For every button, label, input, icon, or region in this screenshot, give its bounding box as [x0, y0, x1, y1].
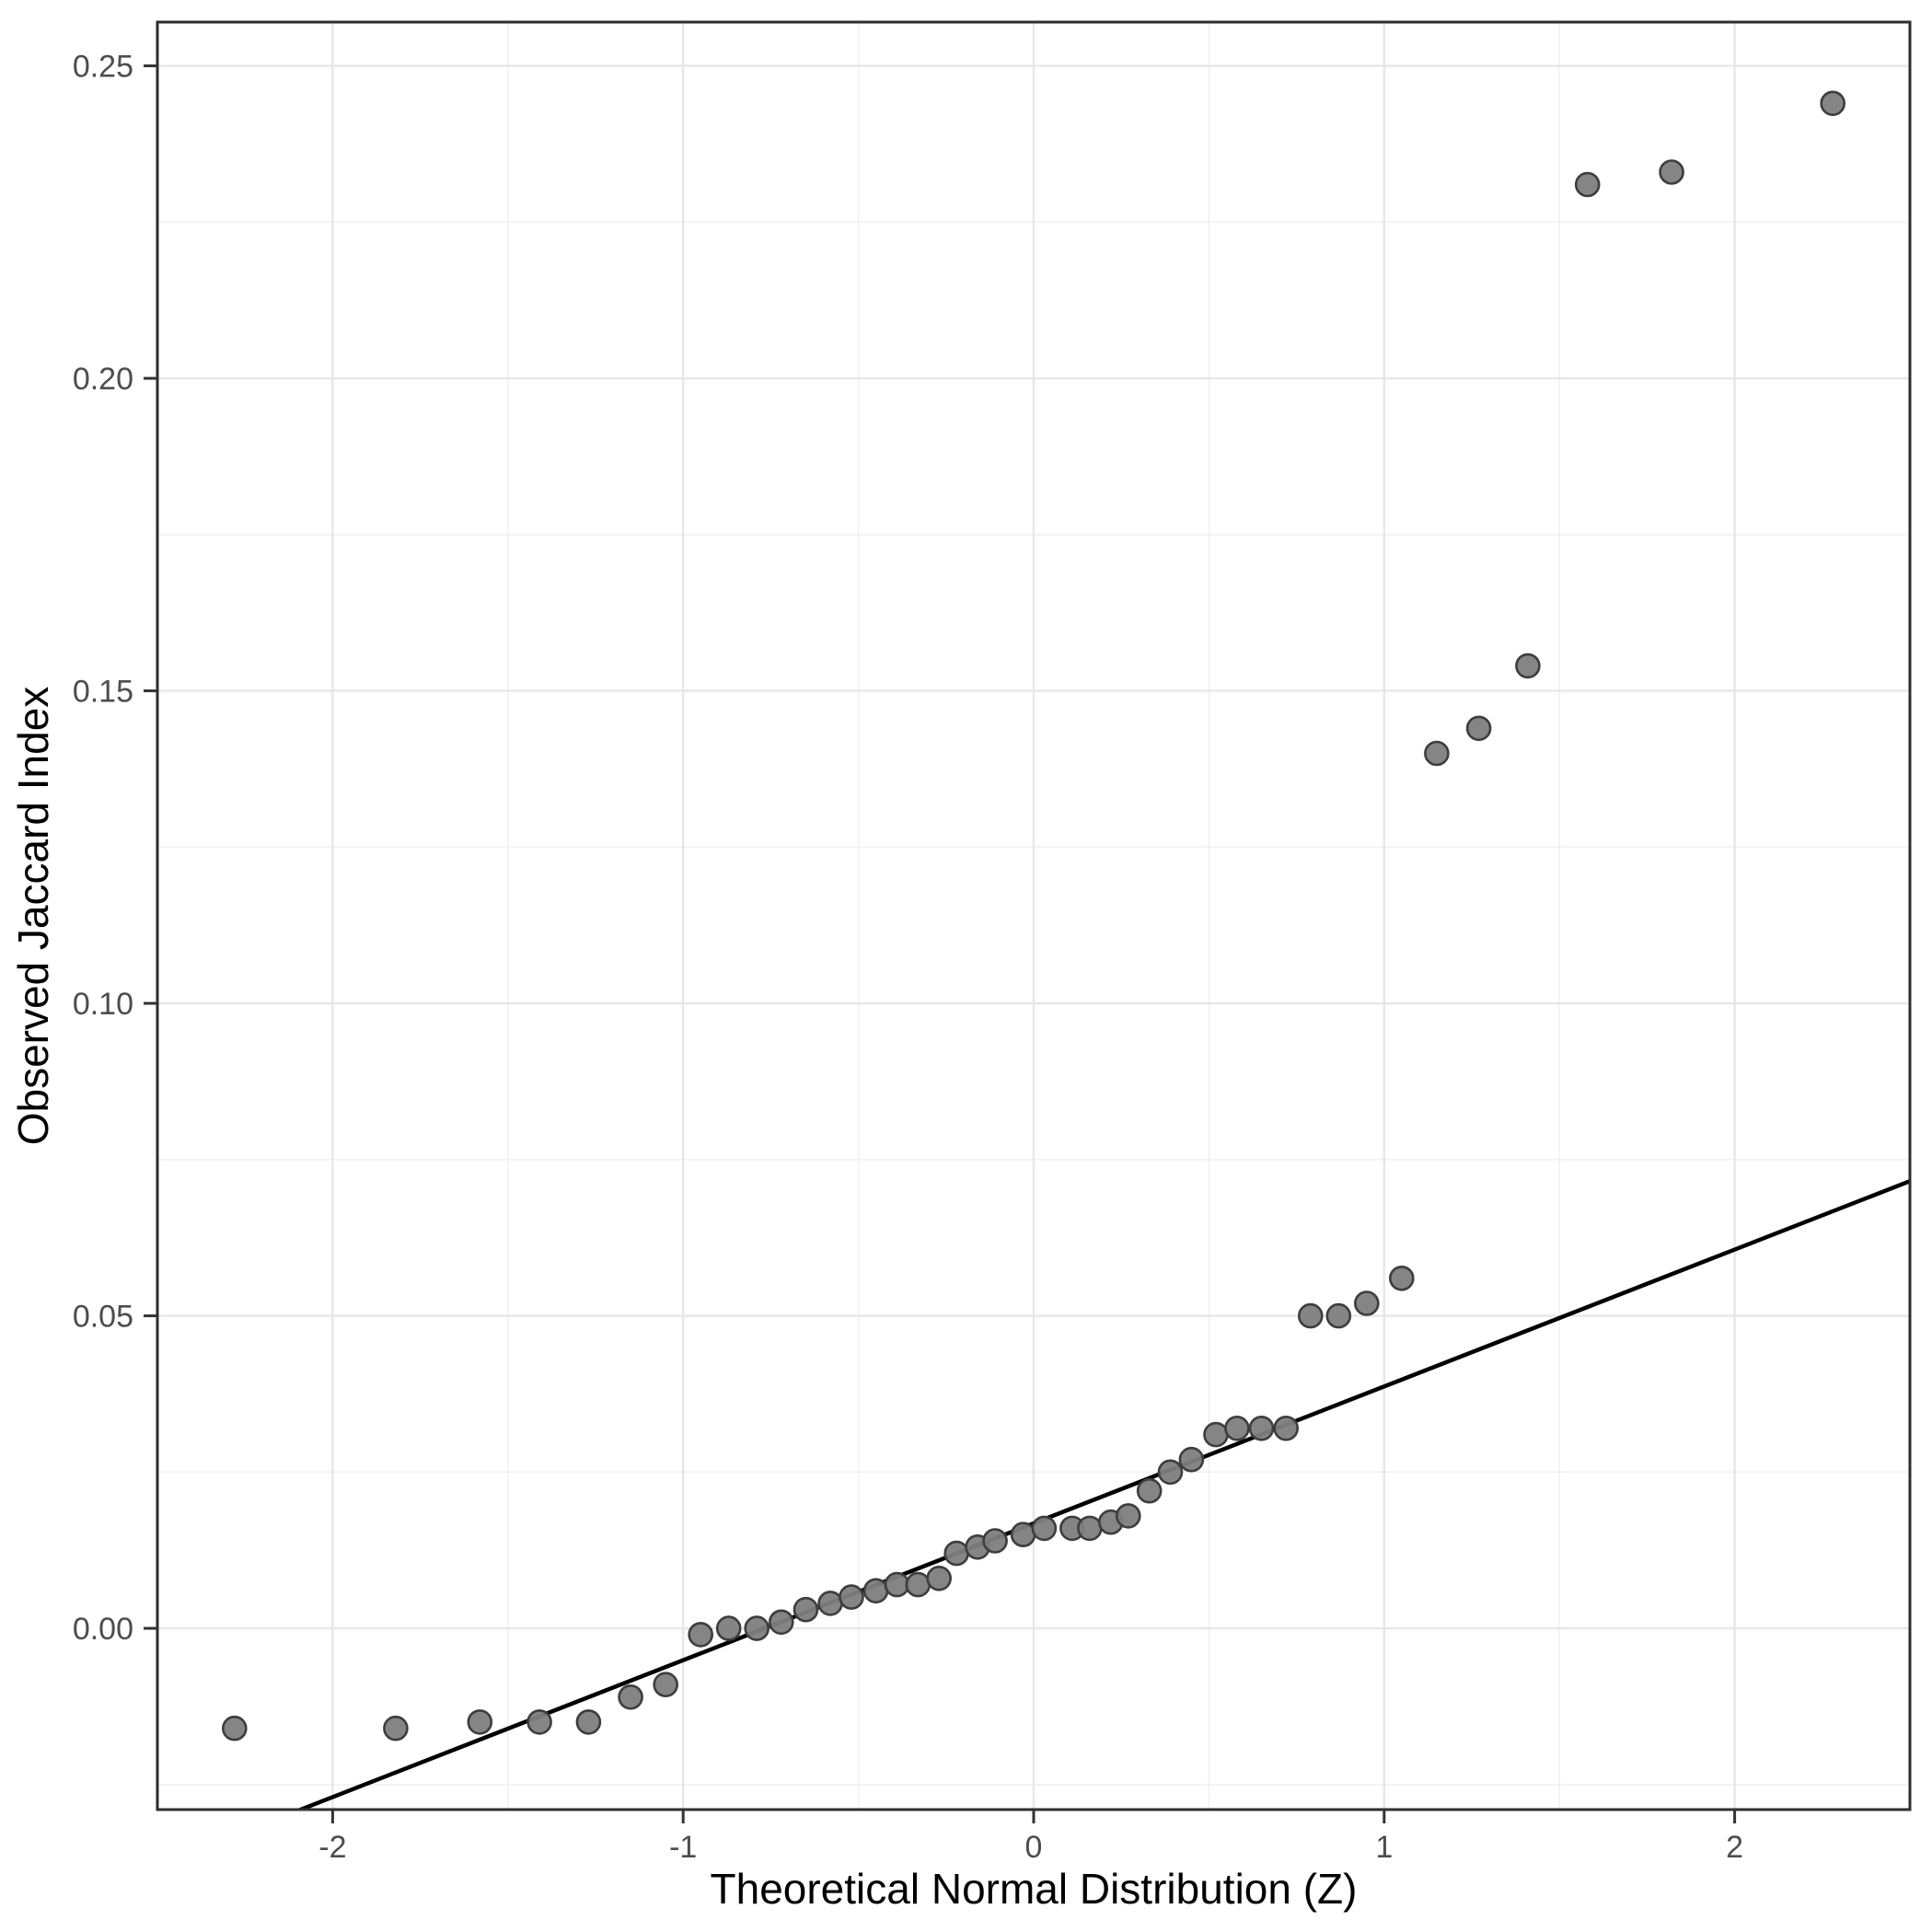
data-point	[905, 1571, 931, 1598]
scatter-points	[222, 90, 1845, 1741]
y-tick-label: 0.05	[73, 1300, 133, 1335]
data-point	[575, 1709, 602, 1735]
data-point	[467, 1709, 493, 1735]
data-point	[943, 1540, 969, 1567]
data-point	[1248, 1416, 1275, 1441]
x-axis-title: Theoretical Normal Distribution (Z)	[711, 1865, 1358, 1913]
y-tick-label: 0.25	[73, 50, 133, 85]
x-tick-label: -1	[669, 1830, 697, 1865]
data-point	[1515, 653, 1541, 679]
x-tick-label: 0	[1025, 1830, 1043, 1865]
data-point	[1077, 1515, 1103, 1542]
x-tick-label: 1	[1375, 1830, 1393, 1865]
data-point	[653, 1672, 679, 1697]
data-point	[1010, 1521, 1036, 1547]
data-point	[1574, 171, 1601, 198]
data-point	[1354, 1290, 1380, 1316]
y-tick-label: 0.00	[73, 1612, 133, 1647]
data-point	[862, 1578, 889, 1604]
data-point	[792, 1596, 819, 1623]
data-point	[1659, 159, 1684, 185]
data-point	[1325, 1302, 1352, 1329]
data-point	[982, 1528, 1008, 1554]
y-tick-label: 0.10	[73, 987, 133, 1022]
data-point	[1224, 1416, 1250, 1441]
x-tick-label: -2	[318, 1830, 346, 1865]
plot-layer	[222, 90, 1910, 1810]
x-axis-tick-labels: -2 -1 0 1 2	[318, 1830, 1743, 1865]
x-axis-ticks	[330, 1810, 1737, 1823]
data-point	[526, 1709, 552, 1735]
data-point	[1178, 1446, 1205, 1473]
data-point	[884, 1571, 910, 1598]
data-point	[222, 1715, 248, 1741]
data-point	[1389, 1266, 1415, 1291]
data-point	[1424, 740, 1450, 767]
data-point	[1116, 1503, 1141, 1529]
x-tick-label: 2	[1726, 1830, 1743, 1865]
data-point	[817, 1591, 843, 1616]
data-point	[618, 1684, 643, 1710]
data-point	[688, 1622, 714, 1648]
y-axis-ticks	[144, 64, 157, 1630]
data-point	[1273, 1416, 1299, 1441]
data-point	[1465, 715, 1492, 742]
data-point	[744, 1615, 770, 1641]
data-point	[715, 1615, 742, 1641]
y-axis-title: Observed Jaccard Index	[9, 687, 57, 1146]
data-point	[768, 1609, 794, 1636]
data-point	[1136, 1477, 1163, 1504]
data-point	[1298, 1302, 1324, 1329]
data-point	[383, 1715, 409, 1741]
data-point	[1031, 1515, 1058, 1542]
y-tick-label: 0.20	[73, 362, 133, 397]
data-point	[1203, 1421, 1229, 1448]
y-axis-tick-labels: 0.00 0.05 0.10 0.15 0.20 0.25	[73, 50, 133, 1648]
y-tick-label: 0.15	[73, 675, 133, 710]
data-point	[839, 1584, 864, 1610]
data-point	[926, 1566, 953, 1591]
data-point	[1820, 90, 1845, 117]
data-point	[1157, 1459, 1184, 1486]
grid-major-lines	[157, 22, 1910, 1810]
